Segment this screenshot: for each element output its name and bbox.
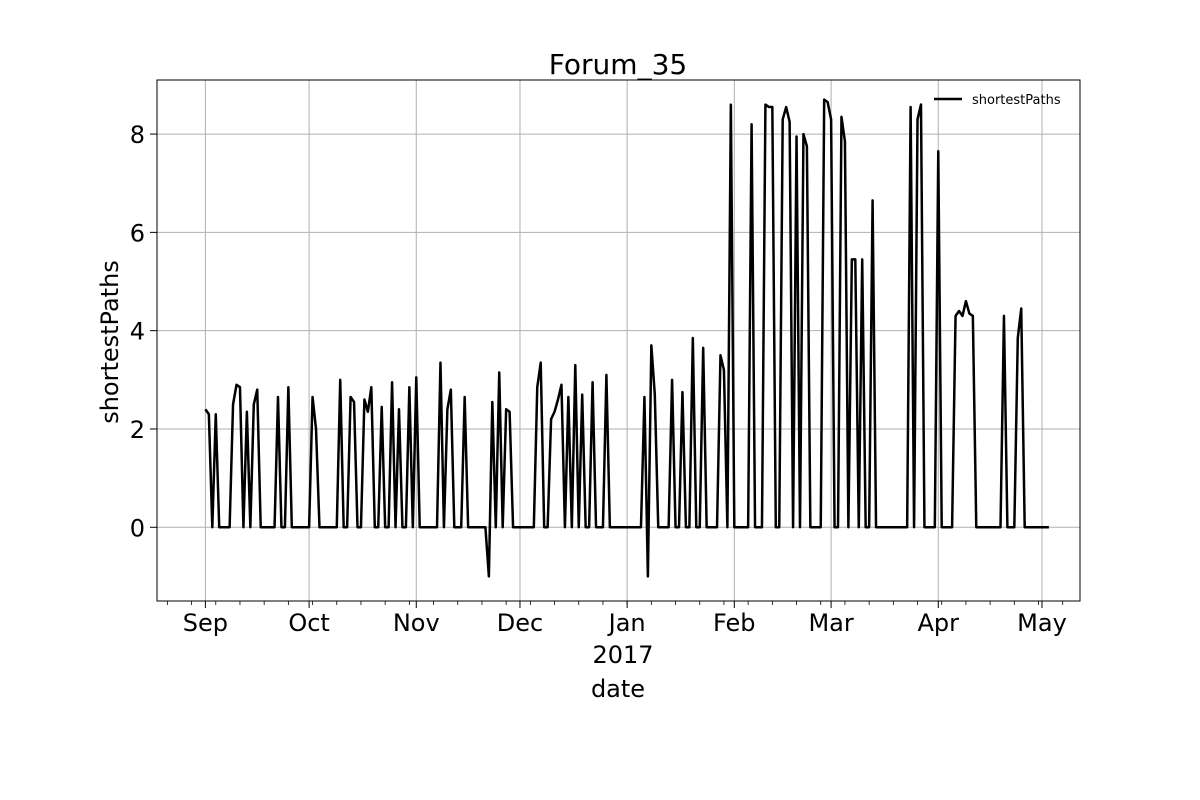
y-tick-label: 6 <box>130 219 145 247</box>
x-year-label: 2017 <box>592 641 653 669</box>
y-tick-label: 2 <box>130 416 145 444</box>
y-axis-label: shortestPaths <box>96 260 124 424</box>
x-axis-label: date <box>591 675 645 703</box>
x-tick-label: Sep <box>183 609 228 637</box>
y-axis-ticks: 0 2 4 6 8 <box>130 121 157 542</box>
x-tick-label: Oct <box>288 609 330 637</box>
x-tick-label: May <box>1017 609 1067 637</box>
x-axis-ticks: Sep Oct Nov Dec Jan Feb Mar Apr May <box>166 601 1067 637</box>
y-tick-label: 4 <box>130 318 145 346</box>
plot-frame <box>156 79 1081 602</box>
y-tick-label: 0 <box>130 514 145 542</box>
x-tick-label: Dec <box>497 609 543 637</box>
x-tick-label: Feb <box>713 609 756 637</box>
x-tick-label: Nov <box>393 609 440 637</box>
x-tick-label: Apr <box>918 609 960 637</box>
x-tick-label: Jan <box>607 609 646 637</box>
series-line-shortestPaths <box>204 98 1049 578</box>
y-tick-label: 8 <box>130 121 145 149</box>
chart-title: Forum_35 <box>549 48 687 81</box>
legend-label: shortestPaths <box>972 93 1061 108</box>
x-tick-label: Mar <box>808 609 853 637</box>
series-lines <box>204 98 1049 578</box>
legend: shortestPaths <box>934 93 1061 108</box>
